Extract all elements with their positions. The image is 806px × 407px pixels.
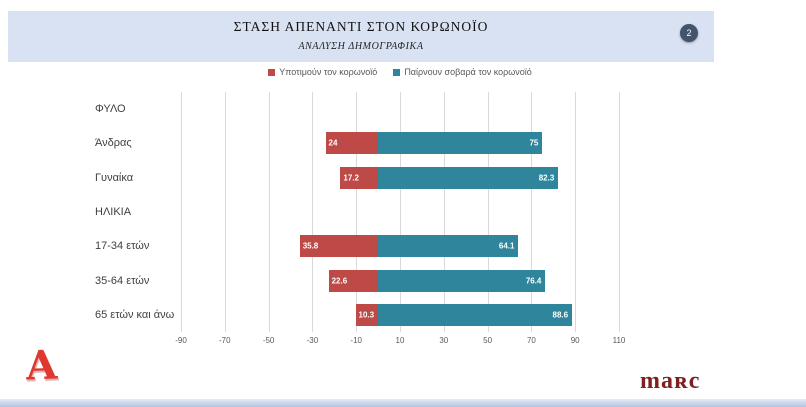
bar-underestimate: 17.2	[340, 166, 379, 189]
bottom-strip	[0, 399, 806, 407]
plot-area: 24 75 17.2 82.3 35.8 64.1 22.6 76.4 10.3 88.6	[181, 92, 620, 332]
bar-underestimate: 35.8	[299, 235, 379, 258]
bar-value: 64.1	[498, 241, 515, 251]
x-tick-label: -10	[350, 336, 362, 345]
gridline	[531, 92, 533, 332]
bar-serious: 88.6	[378, 303, 573, 326]
slide-title: ΣΤΑΣΗ ΑΠΕΝΑΝΤΙ ΣΤΟΝ ΚΟΡΩΝΟΪΟ	[233, 19, 489, 34]
x-axis: -90 -70 -50 -30 -10 10 30 50 70 90 110	[175, 336, 625, 348]
gridline	[400, 92, 401, 332]
category-label: 17-34 ετών	[95, 240, 150, 253]
header-band: ΣΤΑΣΗ ΑΠΕΝΑΝΤΙ ΣΤΟΝ ΚΟΡΩΝΟΪΟ ΑΝΑΛΥΣΗ ΔΗΜ…	[8, 11, 714, 62]
bar-underestimate: 10.3	[355, 303, 379, 326]
legend-swatch	[393, 68, 401, 76]
legend-item: Παίρνουν σοβαρά τον κορωνοϊό	[393, 67, 532, 77]
chart-legend: Υποτιμούν τον κορωνοϊό Παίρνουν σοβαρά το…	[181, 67, 619, 77]
bar-serious: 64.1	[378, 235, 519, 258]
bar-serious: 76.4	[378, 269, 546, 292]
bar-serious: 82.3	[378, 166, 559, 189]
legend-swatch	[268, 68, 276, 76]
legend-item: Υποτιμούν τον κορωνοϊό	[268, 67, 377, 77]
x-tick-label: 50	[483, 336, 493, 345]
x-tick-label: 90	[570, 336, 580, 345]
page-number-badge: 2	[680, 24, 698, 42]
category-labels: ΦΥΛΟ Άνδρας Γυναίκα ΗΛΙΚΙΑ 17-34 ετών 35-64 ε…	[95, 92, 181, 332]
group-label: ΦΥΛΟ	[95, 103, 126, 116]
bar-value: 75	[529, 138, 539, 148]
x-tick-label: -70	[219, 336, 231, 345]
bar-value: 76.4	[525, 276, 542, 286]
bar-value: 82.3	[538, 173, 555, 183]
alpha-tv-logo: Α	[25, 341, 58, 390]
category-label: Άνδρας	[95, 137, 132, 150]
gridline	[356, 92, 358, 332]
group-label: ΗΛΙΚΙΑ	[95, 206, 132, 219]
bar-serious: 75	[378, 132, 543, 155]
legend-label: Παίρνουν σοβαρά τον κορωνοϊό	[404, 67, 532, 77]
gridline	[619, 92, 620, 332]
category-label: Γυναίκα	[95, 171, 134, 184]
x-tick-label: 70	[526, 336, 536, 345]
gridline	[575, 92, 577, 332]
x-tick-label: 30	[439, 336, 449, 345]
bar-value: 88.6	[552, 310, 569, 320]
category-label: 35-64 ετών	[95, 274, 150, 287]
bar-underestimate: 22.6	[328, 269, 379, 292]
gridline	[224, 92, 226, 332]
bar-underestimate: 24	[325, 132, 379, 155]
gridline	[312, 92, 314, 332]
bar-value: 10.3	[358, 310, 375, 320]
bar-value: 22.6	[331, 276, 348, 286]
slide-subtitle: ΑΝΑΛΥΣΗ ΔΗΜΟΓΡΑΦΙΚΑ	[298, 41, 424, 52]
bar-value: 24	[328, 138, 338, 148]
x-tick-label: 110	[612, 336, 626, 345]
bar-value: 17.2	[343, 173, 359, 183]
legend-label: Υποτιμούν τον κορωνοϊό	[279, 67, 378, 77]
gridline	[443, 92, 445, 332]
gridline	[181, 92, 182, 332]
x-tick-label: -30	[306, 336, 319, 345]
gridline	[268, 92, 270, 332]
category-label: 65 ετών και άνω	[95, 308, 175, 321]
marc-logo: maʀc	[640, 368, 701, 394]
gridline	[487, 92, 489, 332]
bar-value: 35.8	[302, 241, 319, 251]
x-tick-label: 10	[395, 336, 405, 345]
x-tick-label: -50	[262, 336, 275, 345]
x-tick-label: -90	[175, 336, 187, 345]
